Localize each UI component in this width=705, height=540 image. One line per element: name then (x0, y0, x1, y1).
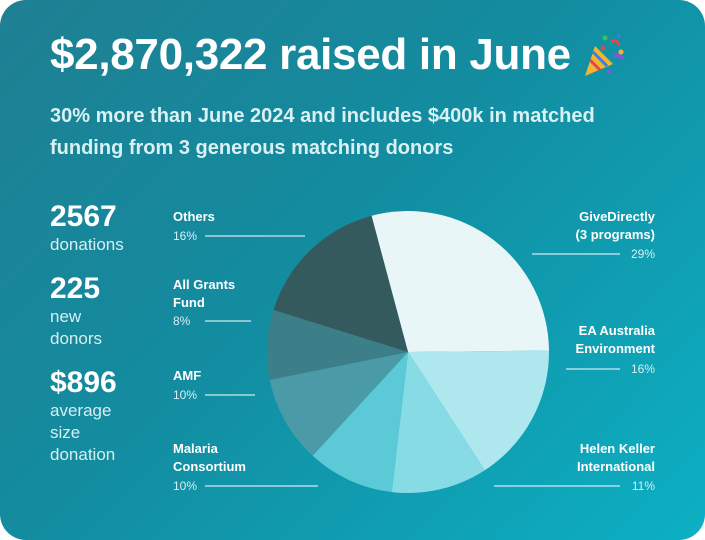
stat-label: new donors (50, 307, 102, 348)
pie-slice-ea-australia-environment (408, 350, 549, 471)
slice-percentage: 16% (173, 229, 197, 243)
stat-value: $896 (50, 366, 117, 399)
slice-percentage: 8% (173, 314, 191, 328)
slice-name: International (577, 459, 655, 474)
slice-name: Helen Keller (580, 441, 655, 456)
stats-column: 2567 donations 225 new donors $896 avera… (50, 200, 124, 482)
slice-name: Consortium (173, 459, 246, 474)
pie-label-others: Others 16% (173, 209, 305, 243)
stat-average-donation: $896 average size donation (50, 366, 124, 466)
stat-new-donors: 225 new donors (50, 272, 124, 350)
pie-label-amf: AMF 10% (173, 368, 255, 402)
pie-label-ea-australia-environment: EA Australia Environment 16% (566, 323, 656, 376)
slice-name: Malaria (173, 441, 219, 456)
pie-label-all-grants-fund: All Grants Fund 8% (173, 277, 251, 328)
pie-label-givedirectly: GiveDirectly (3 programs) 29% (532, 209, 656, 261)
slice-name: Environment (576, 341, 656, 356)
subheadline: 30% more than June 2024 and includes $40… (50, 105, 595, 159)
stat-value: 225 (50, 272, 101, 305)
stat-label: average size donation (50, 401, 116, 464)
pie-label-malaria-consortium: Malaria Consortium 10% (173, 441, 318, 493)
slice-name: Others (173, 209, 215, 224)
slice-name: GiveDirectly (579, 209, 656, 224)
slice-percentage: 16% (631, 362, 655, 376)
pie-slice-others (273, 215, 408, 352)
slice-name: (3 programs) (576, 227, 655, 242)
slice-name: EA Australia (579, 323, 656, 338)
slice-percentage: 29% (631, 247, 655, 261)
pie-slice-givedirectly (371, 210, 549, 352)
stat-donations: 2567 donations (50, 200, 124, 256)
slice-percentage: 10% (173, 479, 197, 493)
stat-value: 2567 (50, 200, 117, 233)
party-popper-icon (584, 34, 625, 76)
headline-text: $2,870,322 raised in June (50, 30, 571, 79)
slice-percentage: 10% (173, 388, 197, 402)
slice-name: AMF (173, 368, 201, 383)
pie-slice-helen-keller-international (391, 352, 485, 494)
slice-name: Fund (173, 295, 205, 310)
slice-percentage: 11% (632, 479, 655, 493)
pie-slice-all-grants-fund (266, 309, 408, 380)
pie-slice-malaria-consortium (312, 352, 408, 493)
stat-label: donations (50, 235, 124, 254)
headline: $2,870,322 raised in June (50, 30, 627, 80)
slice-name: All Grants (173, 277, 235, 292)
pie-slice-amf (269, 352, 408, 456)
pie-label-helen-keller-international: Helen Keller International 11% (494, 441, 655, 493)
